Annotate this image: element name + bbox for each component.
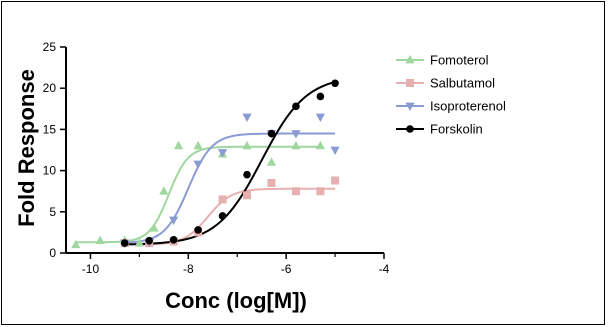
data-point-isoproterenol	[169, 216, 179, 226]
x-tick-label: -8	[183, 262, 194, 276]
y-tick-label: 10	[43, 164, 57, 178]
data-point-fomoterol	[193, 140, 203, 150]
data-point-fomoterol	[149, 223, 159, 232]
data-point-isoproterenol	[291, 130, 301, 139]
fit-curves	[75, 80, 336, 246]
data-point-forskolin	[292, 102, 300, 111]
data-point-forskolin	[145, 236, 153, 245]
data-point-fomoterol	[173, 140, 184, 150]
legend-label: Forskolin	[430, 122, 483, 137]
data-point-fomoterol	[71, 239, 81, 249]
legend-marker	[405, 102, 415, 111]
y-tick-label: 5	[49, 205, 56, 219]
y-tick-label: 25	[43, 40, 57, 54]
legend-marker	[406, 125, 414, 133]
legend-label: Isoproterenol	[430, 99, 506, 114]
x-tick-label: -10	[82, 262, 100, 276]
data-point-salbutamol	[218, 195, 227, 204]
fit-curve-forskolin	[124, 80, 336, 246]
data-point-isoproterenol	[217, 149, 228, 158]
data-point-forskolin	[267, 129, 276, 138]
legend-marker	[406, 79, 414, 87]
y-tick-label: 15	[43, 122, 57, 136]
data-point-isoproterenol	[315, 113, 325, 123]
fit-curve-fomoterol	[75, 145, 321, 244]
x-axis-title: Conc (log[M])	[165, 288, 307, 313]
data-point-isoproterenol	[330, 146, 340, 155]
data-point-fomoterol	[242, 140, 252, 150]
data-point-fomoterol	[159, 186, 169, 195]
data-point-forskolin	[331, 79, 339, 88]
fit-curve-isoproterenol	[124, 132, 336, 244]
data-point-salbutamol	[291, 187, 300, 196]
data-point-isoproterenol	[242, 113, 252, 123]
data-point-salbutamol	[243, 191, 252, 200]
data-point-forskolin	[218, 212, 227, 220]
legend-marker	[405, 55, 415, 64]
legend-label: Salbutamol	[430, 76, 495, 91]
data-point-forskolin	[194, 226, 202, 234]
data-point-fomoterol	[95, 235, 105, 245]
data-points	[71, 79, 340, 249]
data-point-forskolin	[243, 170, 251, 179]
x-tick-label: -6	[281, 262, 292, 276]
x-tick-label: -4	[379, 262, 390, 276]
y-tick-label: 0	[49, 246, 56, 260]
axes: -10 -8 -6 -4 0 5 10 15 20 25	[43, 40, 390, 276]
legend-label: Fomoterol	[430, 53, 489, 68]
data-point-fomoterol	[291, 140, 301, 150]
legend: Fomoterol Salbutamol Isoproterenol Forskoli…	[396, 53, 506, 137]
data-point-salbutamol	[267, 178, 276, 187]
data-point-forskolin	[169, 236, 178, 244]
data-point-forskolin	[316, 92, 325, 101]
data-point-forskolin	[120, 239, 129, 247]
data-point-salbutamol	[331, 176, 340, 185]
data-point-fomoterol	[266, 157, 277, 166]
data-point-fomoterol	[315, 140, 325, 150]
y-tick-label: 20	[43, 81, 57, 95]
y-axis-title: Fold Response	[14, 69, 39, 227]
data-point-salbutamol	[316, 187, 325, 196]
data-point-fomoterol	[134, 238, 144, 247]
data-point-isoproterenol	[193, 160, 203, 170]
